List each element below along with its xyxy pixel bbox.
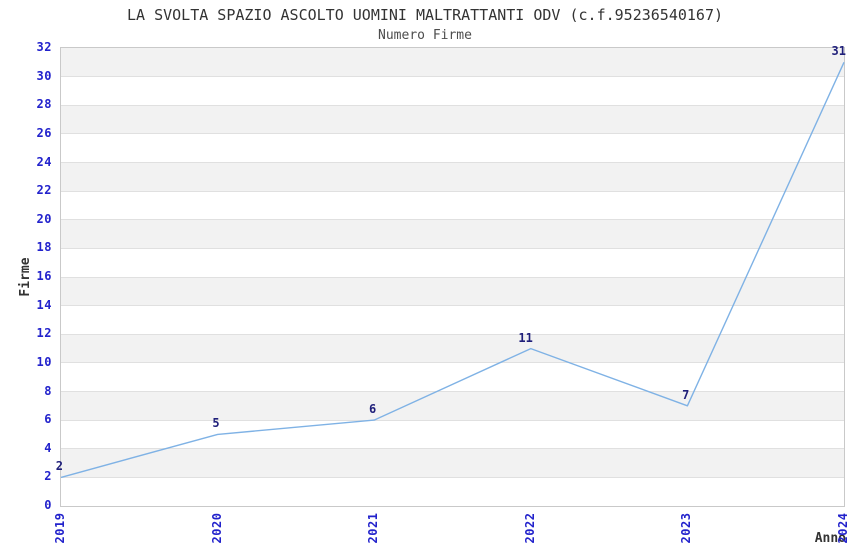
y-tick-label: 26 [36,125,52,140]
gridline [61,133,844,135]
gridline [61,276,844,278]
y-tick-label: 8 [44,383,52,398]
data-label: 7 [682,387,690,402]
gridline [61,247,844,249]
series-svg [60,62,845,479]
y-tick-label: 4 [44,440,52,455]
gridline [61,104,844,106]
background-band [61,448,844,478]
data-label: 11 [518,330,533,345]
y-tick-label: 32 [36,40,52,54]
background-band [61,391,844,421]
x-tick-label: 2022 [522,512,537,544]
y-tick-label: 28 [36,97,52,112]
background-band [61,277,844,306]
y-tick-label: 22 [36,183,52,198]
gridline [61,362,844,364]
chart-title: LA SVOLTA SPAZIO ASCOLTO UOMINI MALTRATT… [126,6,724,24]
chart-subtitle: Numero Firme [378,28,472,43]
gridline [61,305,844,307]
y-tick-label: 14 [36,297,52,312]
x-axis-title: Anno [814,531,846,546]
y-tick-label: 18 [36,240,52,255]
gridline [61,333,844,335]
y-tick-label: 6 [44,412,52,427]
background-band [61,219,844,249]
gridline [61,190,844,192]
gridline [61,76,844,78]
gridline [61,219,844,221]
data-label: 31 [831,44,846,59]
series-line [60,62,845,479]
gridline [61,391,844,392]
gridline [61,448,844,450]
background-band [61,105,844,134]
x-tick-label: 2024 [836,512,850,544]
x-tick-label: 2019 [53,512,67,544]
y-tick-label: 16 [36,269,52,283]
data-label: 5 [212,416,220,431]
y-tick-label: 0 [44,498,52,512]
y-tick-label: 2 [44,469,52,484]
data-label: 2 [55,459,63,474]
gridline [61,476,844,478]
y-tick-label: 10 [36,354,52,369]
x-tick-label: 2020 [209,512,224,544]
gridline [61,162,844,163]
y-tick-label: 12 [36,326,52,341]
plot-area [60,47,845,507]
x-tick-label: 2023 [679,512,694,544]
y-tick-label: 30 [36,68,52,83]
y-tick-label: 24 [36,154,52,169]
x-tick-label: 2021 [366,512,381,544]
background-band [61,162,844,192]
background-band [61,48,844,77]
data-label: 6 [368,402,377,417]
y-tick-label: 20 [36,211,52,226]
gridline [61,419,844,421]
